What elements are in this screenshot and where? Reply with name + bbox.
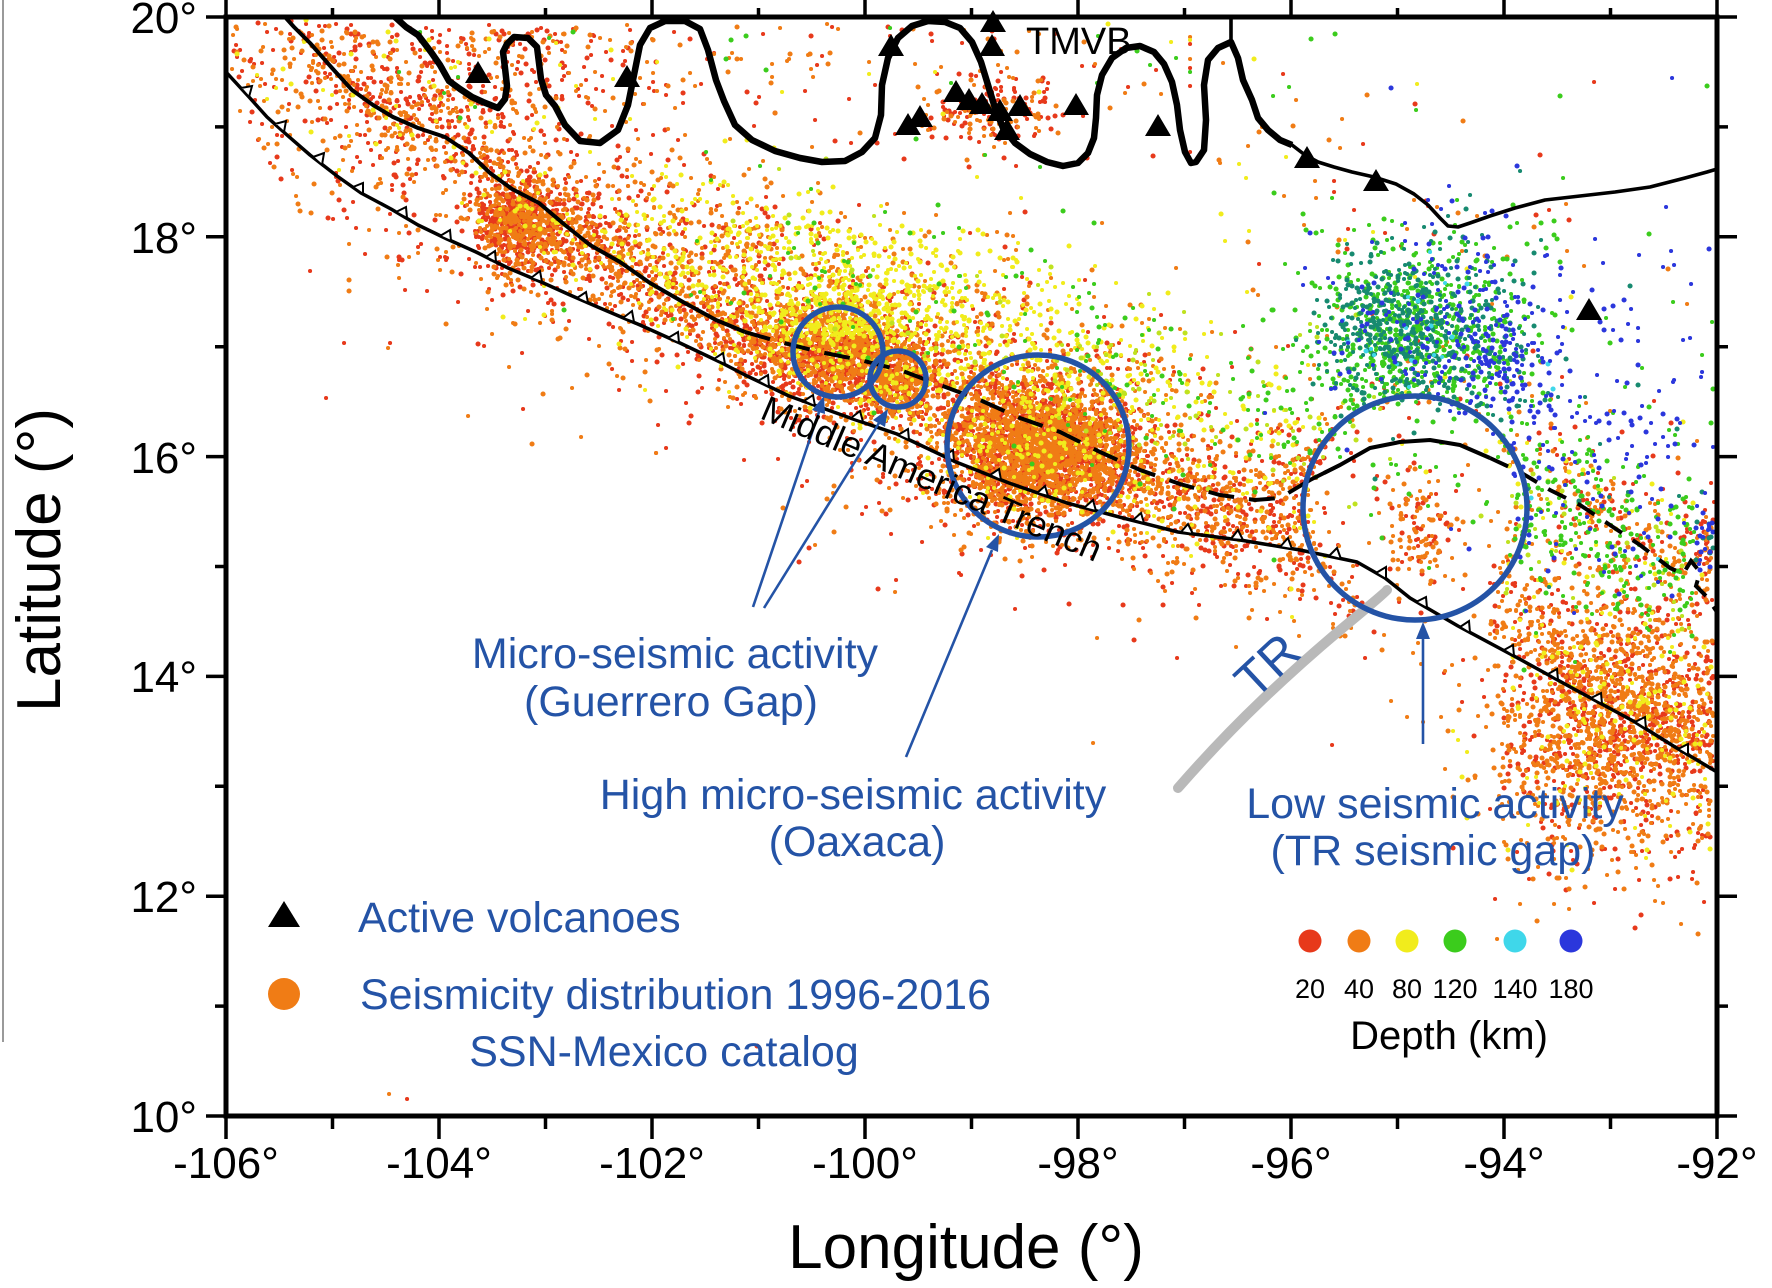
svg-text:20°: 20°	[130, 0, 197, 43]
svg-text:Active volcanoes: Active volcanoes	[358, 894, 681, 942]
svg-text:14°: 14°	[130, 653, 197, 702]
svg-text:40: 40	[1344, 974, 1374, 1004]
svg-text:120: 120	[1432, 974, 1477, 1004]
svg-text:140: 140	[1492, 974, 1537, 1004]
svg-text:(TR seismic gap): (TR seismic gap)	[1271, 827, 1596, 875]
svg-text:-106°: -106°	[173, 1139, 279, 1188]
svg-text:10°: 10°	[130, 1093, 197, 1142]
svg-text:Micro-seismic activity: Micro-seismic activity	[472, 630, 879, 678]
svg-text:Longitude (°): Longitude (°)	[788, 1213, 1144, 1282]
svg-text:Low seismic activity: Low seismic activity	[1246, 780, 1624, 828]
svg-text:High micro-seismic activity: High micro-seismic activity	[600, 771, 1107, 819]
svg-text:(Guerrero Gap): (Guerrero Gap)	[524, 678, 818, 726]
svg-text:-92°: -92°	[1676, 1139, 1757, 1188]
svg-text:-104°: -104°	[386, 1139, 492, 1188]
svg-text:Depth (km): Depth (km)	[1350, 1014, 1548, 1058]
svg-text:TMVB: TMVB	[1026, 21, 1132, 63]
svg-text:-100°: -100°	[812, 1139, 918, 1188]
svg-text:-98°: -98°	[1037, 1139, 1118, 1188]
svg-text:Latitude (°): Latitude (°)	[5, 408, 74, 712]
svg-text:16°: 16°	[130, 434, 197, 483]
svg-text:-102°: -102°	[599, 1139, 705, 1188]
svg-text:12°: 12°	[130, 873, 197, 922]
svg-text:SSN-Mexico catalog: SSN-Mexico catalog	[469, 1028, 859, 1076]
svg-text:-96°: -96°	[1250, 1139, 1331, 1188]
svg-text:-94°: -94°	[1463, 1139, 1544, 1188]
svg-text:(Oaxaca): (Oaxaca)	[769, 818, 946, 866]
svg-text:18°: 18°	[130, 214, 197, 263]
svg-text:180: 180	[1548, 974, 1593, 1004]
svg-text:Seismicity distribution 1996-2: Seismicity distribution 1996-2016	[360, 971, 991, 1019]
svg-text:80: 80	[1392, 974, 1422, 1004]
svg-text:20: 20	[1295, 974, 1325, 1004]
